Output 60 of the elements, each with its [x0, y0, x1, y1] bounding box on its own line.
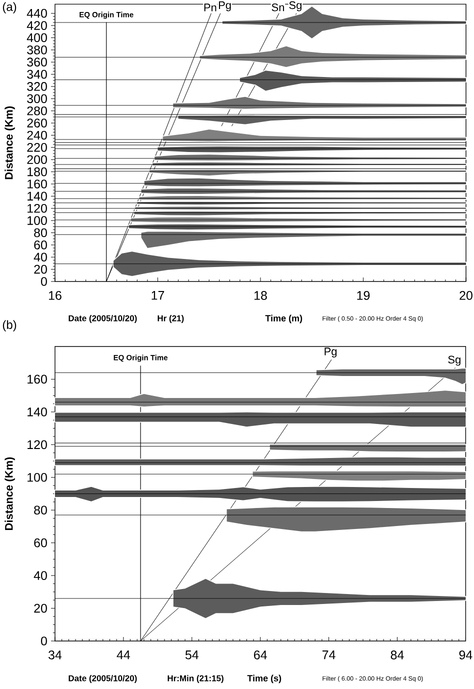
chart-title: (b) — [2, 320, 16, 332]
x-tick-label: 16 — [49, 291, 62, 300]
y-axis-title: Distance (Km) — [4, 106, 15, 180]
y-tick-label: 440 — [26, 8, 47, 18]
y-axis-title: Distance (Km) — [4, 457, 15, 530]
y-tick-label: 300 — [27, 94, 47, 104]
y-tick-label: 280 — [27, 106, 47, 116]
x-tick-label: 44 — [116, 650, 130, 660]
text: Hr (21) — [158, 315, 184, 323]
chart-title: (a) — [2, 2, 16, 14]
y-tick-label: 0 — [41, 277, 47, 286]
y-tick-label: 320 — [27, 82, 47, 91]
text: Date (2005/10/20) — [68, 675, 137, 683]
y-tick-label: 340 — [27, 70, 47, 79]
series-label: Pn — [204, 4, 216, 12]
y-tick-label: 380 — [27, 45, 47, 54]
x-tick-label: 17 — [152, 291, 164, 300]
x-tick-label: 18 — [254, 291, 267, 300]
y-tick-label: 80 — [34, 506, 47, 515]
y-tick-label: 20 — [34, 604, 47, 613]
y-tick-label: 140 — [28, 192, 47, 201]
y-tick-label: 120 — [28, 204, 47, 213]
y-tick-label: 0 — [41, 636, 47, 646]
y-tick-label: 40 — [34, 571, 47, 580]
x-tick-label: 20 — [460, 291, 472, 300]
y-tick-label: 100 — [28, 216, 47, 225]
x-tick-label: 74 — [322, 650, 336, 660]
y-tick-label: 120 — [28, 440, 47, 450]
y-tick-label: 260 — [27, 118, 47, 128]
x-tick-label: 94 — [459, 650, 472, 660]
series-label: Sg — [448, 356, 460, 366]
y-tick-label: 140 — [28, 408, 47, 416]
series-label: Pg — [324, 348, 337, 358]
y-tick-label: 420 — [26, 21, 47, 30]
x-tick-label: 54 — [185, 650, 198, 660]
y-tick-label: 80 — [34, 228, 47, 238]
y-tick-label: 100 — [28, 472, 47, 482]
x-tick-label: 64 — [254, 650, 267, 660]
x-tick-label: 84 — [390, 650, 404, 660]
text: Date (2005/10/20) — [68, 315, 137, 323]
y-tick-label: 160 — [28, 374, 47, 384]
y-tick-label: 180 — [28, 167, 47, 176]
series-label: Pg — [218, 1, 231, 12]
y-tick-label: 220 — [27, 143, 47, 152]
text: Hr:Min (21:15) — [168, 675, 224, 683]
y-tick-label: 200 — [27, 155, 47, 164]
y-tick-label: 360 — [27, 58, 47, 67]
series-label: Sn — [272, 3, 284, 12]
x-axis-title: Time (s) — [247, 674, 282, 684]
x-axis-title: Time (m) — [265, 314, 302, 324]
y-tick-label: 160 — [28, 180, 47, 188]
y-tick-label: 20 — [34, 264, 47, 274]
x-tick-label: 19 — [357, 291, 370, 300]
y-tick-label: 60 — [34, 538, 47, 548]
y-tick-label: 40 — [34, 252, 47, 262]
y-tick-label: 400 — [26, 33, 47, 42]
y-tick-label: 240 — [27, 130, 47, 140]
y-tick-label: 60 — [34, 240, 47, 250]
x-tick-label: 34 — [48, 650, 62, 660]
series-label: Sg — [289, 1, 302, 12]
